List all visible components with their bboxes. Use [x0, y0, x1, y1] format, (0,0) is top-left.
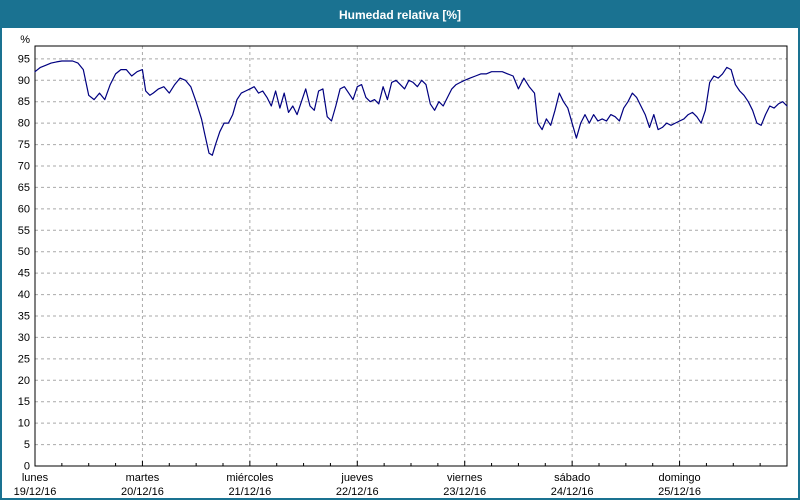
y-tick-label: 0	[24, 461, 30, 473]
x-day-label: miércoles	[226, 472, 274, 484]
plot-background	[35, 46, 787, 466]
y-tick-label: 20	[18, 375, 30, 387]
y-tick-label: 60	[18, 203, 30, 215]
x-day-label: martes	[126, 472, 160, 484]
y-tick-label: 5	[24, 439, 30, 451]
x-date-label: 21/12/16	[228, 486, 271, 498]
y-tick-label: 15	[18, 396, 30, 408]
series-humidity-line	[34, 60, 788, 156]
y-tick-label: 85	[18, 96, 30, 108]
x-date-label: 19/12/16	[14, 486, 57, 498]
y-tick-label: 90	[18, 75, 30, 87]
y-tick-label: 30	[18, 332, 30, 344]
x-date-label: 22/12/16	[336, 486, 379, 498]
y-tick-label: 55	[18, 225, 30, 237]
y-tick-label: 75	[18, 139, 30, 151]
x-date-label: 25/12/16	[658, 486, 701, 498]
plot-area: 0 5 10 15 20 25 30 35 40 45 50 55 60 65 70 75 80 85 90 95% l…	[2, 28, 798, 498]
y-tick-label: 70	[18, 161, 30, 173]
x-day-label: lunes	[22, 472, 49, 484]
y-tick-label: 25	[18, 353, 30, 365]
y-tick-label: 40	[18, 289, 30, 301]
x-day-label: domingo	[658, 472, 700, 484]
x-day-label: viernes	[447, 472, 483, 484]
y-tick-label: 10	[18, 418, 30, 430]
y-tick-label: 45	[18, 268, 30, 280]
chart-title-bar: Humedad relativa [%]	[2, 2, 798, 28]
x-date-label: 20/12/16	[121, 486, 164, 498]
y-tick-label: 80	[18, 118, 30, 130]
x-date-label: 24/12/16	[551, 486, 594, 498]
x-day-label: jueves	[340, 472, 373, 484]
y-tick-label: 35	[18, 311, 30, 323]
x-day-label: sábado	[554, 472, 590, 484]
x-date-label: 23/12/16	[443, 486, 486, 498]
y-tick-label: 65	[18, 182, 30, 194]
plot-border	[34, 45, 788, 467]
y-tick-label: 50	[18, 246, 30, 258]
y-axis-unit-label: %	[20, 34, 30, 46]
humidity-line-chart: 0 5 10 15 20 25 30 35 40 45 50 55 60 65 70 75 80 85 90 95% l…	[14, 34, 788, 498]
y-tick-label: 95	[18, 53, 30, 65]
chart-title: Humedad relativa [%]	[338, 8, 462, 22]
